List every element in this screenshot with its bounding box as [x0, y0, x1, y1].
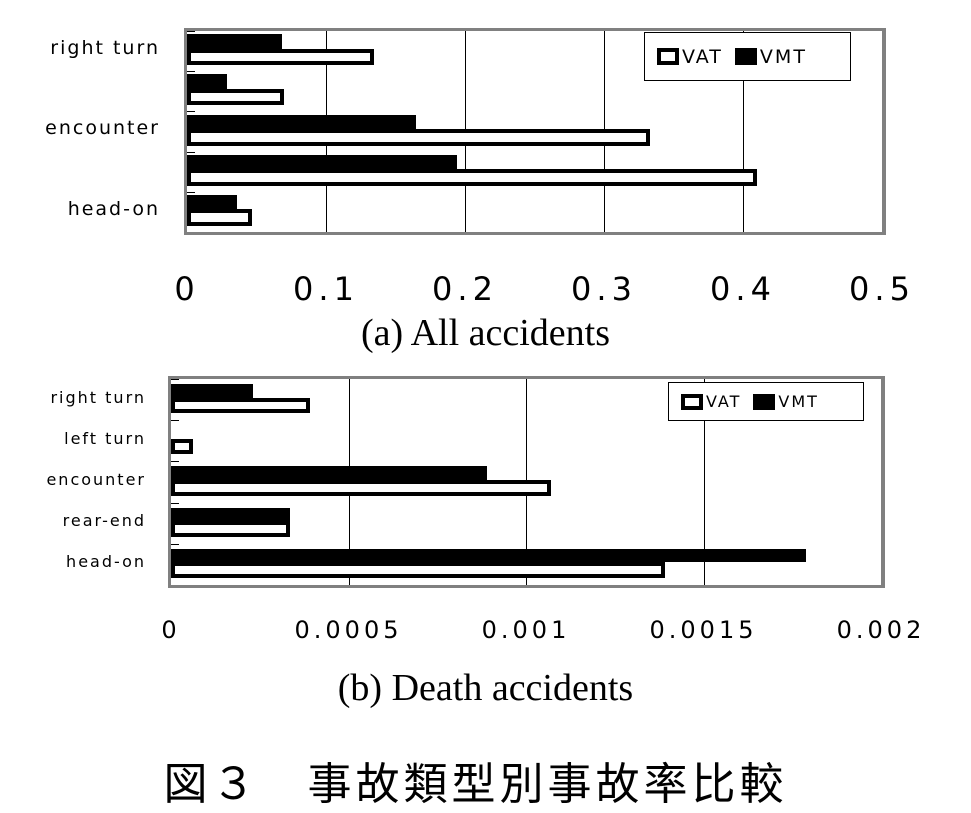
category-label: rear-end	[62, 511, 146, 531]
category-label: right turn	[50, 36, 160, 59]
bar-vmt	[171, 466, 487, 480]
legend-label-vat: VAT	[706, 392, 742, 411]
legend-label-vmt: VMT	[759, 45, 807, 68]
category-label: left turn	[64, 428, 146, 448]
category-tick	[187, 111, 195, 113]
bar-vat	[171, 438, 193, 455]
legend-label-vmt: VMT	[778, 392, 819, 411]
x-tick-label: 0	[161, 616, 181, 644]
bar-vat	[171, 562, 665, 578]
x-tick-label: 0.0005	[294, 616, 403, 644]
bar-vat	[187, 48, 375, 66]
category-tick	[187, 191, 195, 193]
category-label: right turn	[50, 387, 146, 407]
vmt-swatch-icon	[734, 48, 757, 65]
x-tick-label: 0	[174, 270, 200, 308]
category-label: encounter	[45, 117, 160, 140]
category-label: head-on	[67, 197, 160, 220]
bar-vat	[171, 479, 552, 496]
x-tick-label: 0.0015	[649, 616, 758, 644]
gridline	[703, 379, 705, 585]
bar-vmt	[171, 507, 290, 522]
chart-b-subcaption: (b) Death accidents	[337, 667, 634, 709]
bar-vat	[171, 397, 310, 414]
category-tick	[187, 71, 195, 73]
x-tick-label: 0.3	[571, 270, 637, 308]
category-tick	[171, 461, 179, 463]
vat-swatch-icon	[681, 393, 703, 410]
bar-vmt	[171, 548, 807, 563]
legend-item-vat: VAT	[681, 392, 741, 411]
legend-item-vmt: VMT	[734, 45, 807, 68]
category-tick	[187, 151, 195, 153]
bar-vmt	[171, 383, 253, 398]
bar-vmt	[187, 114, 417, 130]
figure-caption: 図３ 事故類型別事故率比較	[163, 759, 788, 810]
legend-item-vmt: VMT	[753, 392, 819, 411]
bar-vat	[187, 88, 285, 106]
category-tick	[171, 543, 179, 545]
category-label: head-on	[66, 552, 146, 572]
x-tick-label: 0.002	[836, 616, 926, 644]
bar-vmt	[187, 74, 228, 89]
x-tick-label: 0.2	[432, 270, 498, 308]
x-tick-label: 0.1	[293, 270, 359, 308]
bar-vat	[187, 209, 253, 226]
legend-item-vat: VAT	[657, 46, 723, 68]
vmt-swatch-icon	[753, 393, 776, 410]
bar-vmt	[187, 154, 457, 170]
bar-vmt	[187, 195, 238, 210]
x-tick-label: 0.001	[481, 616, 571, 644]
x-tick-label: 0.4	[710, 270, 776, 308]
gridline	[743, 31, 744, 232]
category-tick	[187, 31, 195, 32]
legend-label-vat: VAT	[682, 45, 723, 68]
bar-vat	[187, 169, 757, 186]
chart-a-legend: VAT VMT	[644, 32, 851, 81]
x-tick-label: 0.5	[849, 270, 915, 308]
category-tick	[171, 420, 179, 422]
vat-swatch-icon	[657, 48, 679, 65]
chart-a-subcaption: (a) All accidents	[360, 312, 610, 354]
bar-vmt	[187, 34, 282, 49]
category-tick	[171, 379, 179, 380]
chart-b-legend: VAT VMT	[668, 382, 864, 421]
bar-vat	[171, 521, 291, 537]
category-tick	[171, 502, 179, 504]
bar-vat	[187, 129, 650, 146]
category-label: encounter	[46, 470, 146, 489]
